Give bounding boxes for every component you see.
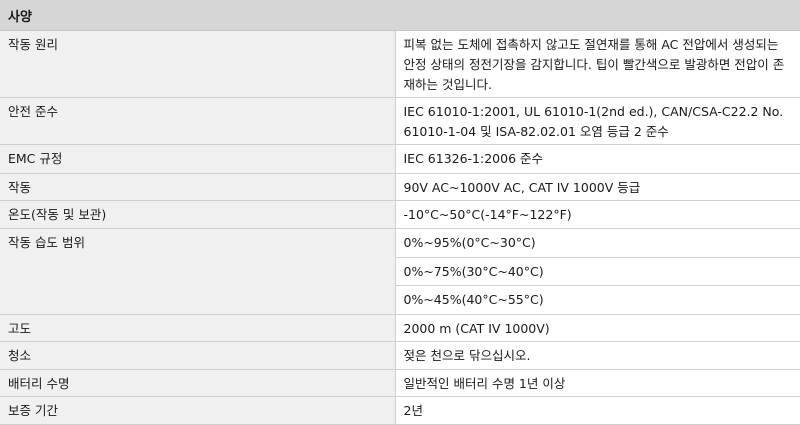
row-label-battery: 배터리 수명: [0, 369, 396, 398]
row-label-safety: 안전 준수: [0, 97, 396, 146]
table-row: 안전 준수 IEC 61010-1:2001, UL 61010-1(2nd e…: [0, 97, 800, 146]
row-value-humidity-3: 0%~45%(40°C~55°C): [395, 285, 800, 315]
row-label-warranty: 보증 기간: [0, 396, 396, 425]
row-value-safety: IEC 61010-1:2001, UL 61010-1(2nd ed.), C…: [395, 97, 800, 146]
row-value-cleaning: 젖은 천으로 닦으십시오.: [395, 341, 800, 370]
row-label-operating-principle: 작동 원리: [0, 30, 396, 99]
row-value-humidity-1: 0%~95%(0°C~30°C): [395, 228, 800, 258]
row-value-humidity-2: 0%~75%(30°C~40°C): [395, 257, 800, 287]
table-row: 청소 젖은 천으로 닦으십시오.: [0, 341, 800, 370]
row-value-altitude: 2000 m (CAT IV 1000V): [395, 314, 800, 343]
row-value-temperature: -10°C~50°C(-14°F~122°F): [395, 200, 800, 229]
row-label-temperature: 온도(작동 및 보관): [0, 200, 396, 229]
table-header: 사양: [0, 0, 800, 31]
row-label-operation: 작동: [0, 173, 396, 202]
table-row: 작동 90V AC~1000V AC, CAT IV 1000V 등급: [0, 173, 800, 202]
table-row: 고도 2000 m (CAT IV 1000V): [0, 314, 800, 343]
table-row: 온도(작동 및 보관) -10°C~50°C(-14°F~122°F): [0, 200, 800, 229]
row-label-cleaning: 청소: [0, 341, 396, 370]
row-value-operation: 90V AC~1000V AC, CAT IV 1000V 등급: [395, 173, 800, 202]
header-row: 사양: [0, 0, 800, 31]
row-value-emc: IEC 61326-1:2006 준수: [395, 144, 800, 174]
row-label-emc: EMC 규정: [0, 144, 396, 174]
row-value-battery: 일반적인 배터리 수명 1년 이상: [395, 369, 800, 398]
table-row: 배터리 수명 일반적인 배터리 수명 1년 이상: [0, 369, 800, 398]
table-row: EMC 규정 IEC 61326-1:2006 준수: [0, 144, 800, 174]
table-row: 보증 기간 2년: [0, 396, 800, 425]
table-row: 0%~75%(30°C~40°C): [0, 257, 800, 287]
row-value-warranty: 2년: [395, 396, 800, 425]
row-value-operating-principle: 피복 없는 도체에 접촉하지 않고도 절연재를 통해 AC 전압에서 생성되는 …: [395, 30, 800, 99]
table-row: 작동 습도 범위 0%~95%(0°C~30°C): [0, 228, 800, 315]
row-label-altitude: 고도: [0, 314, 396, 343]
table-row: 작동 원리 피복 없는 도체에 접촉하지 않고도 절연재를 통해 AC 전압에서…: [0, 30, 800, 99]
row-label-humidity: 작동 습도 범위: [0, 228, 396, 315]
table-row: 0%~45%(40°C~55°C): [0, 285, 800, 315]
